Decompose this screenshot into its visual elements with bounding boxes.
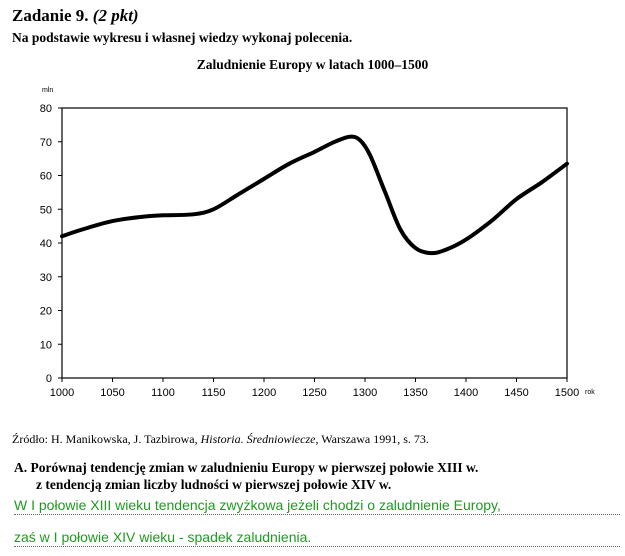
question-a-line-1: A. Porównaj tendencję zmian w zaludnieni… [14,460,479,475]
y-tick-label: 20 [40,306,52,318]
y-tick-label: 60 [40,171,52,183]
x-tick-label: 1500 [555,387,579,399]
task-number: Zadanie 9. [12,6,89,25]
source-citation: Źródło: H. Manikowska, J. Tazbirowa, His… [12,432,429,447]
x-tick-label: 1000 [50,387,74,399]
x-tick-label: 1450 [504,387,528,399]
x-tick-label: 1200 [252,387,276,399]
answer-line-2: zaś w I połowie XIV wieku - spadek zalud… [14,528,620,547]
y-tick-label: 80 [40,103,52,115]
source-suffix: , Warszawa 1991, s. 73. [315,432,429,446]
question-a: A. Porównaj tendencję zmian w zaludnieni… [14,459,478,493]
plot-frame [61,107,568,379]
x-tick-label: 1100 [151,387,175,399]
x-tick-label: 1350 [403,387,427,399]
y-tick-label: 50 [40,204,52,216]
task-instruction: Na podstawie wykresu i własnej wiedzy wy… [12,30,353,45]
x-axis-unit-label: rok [585,389,595,396]
y-tick-label: 70 [40,137,52,149]
x-tick-label: 1050 [100,387,124,399]
answer-line-1: W I połowie XIII wieku tendencja zwyżkow… [14,496,620,515]
chart-title: Zaludnienie Europy w latach 1000–1500 [196,57,429,72]
y-tick-label: 30 [40,272,52,284]
x-tick-label: 1300 [353,387,377,399]
x-tick-label: 1150 [202,387,226,399]
source-prefix: Źródło: H. Manikowska, J. Tazbirowa, [12,432,201,446]
y-tick-label: 40 [40,238,52,250]
population-line [60,134,569,256]
source-book-title: Historia. Średniowiecze [200,432,316,446]
x-tick-label: 1400 [454,387,478,399]
y-axis-unit-label: mln [42,87,53,94]
task-points: (2 pkt) [92,6,139,25]
x-tick-label: 1250 [302,387,326,399]
population-chart: 0 10 20 30 40 50 60 70 80 1000 1050 1100 1150 1200 125… [40,87,595,399]
y-tick-label: 0 [46,373,52,385]
task-title: Zadanie 9. (2 pkt) [12,6,139,26]
question-a-line-2: z tendencją zmian liczby ludności w pier… [36,477,392,492]
y-tick-label: 10 [40,339,52,351]
